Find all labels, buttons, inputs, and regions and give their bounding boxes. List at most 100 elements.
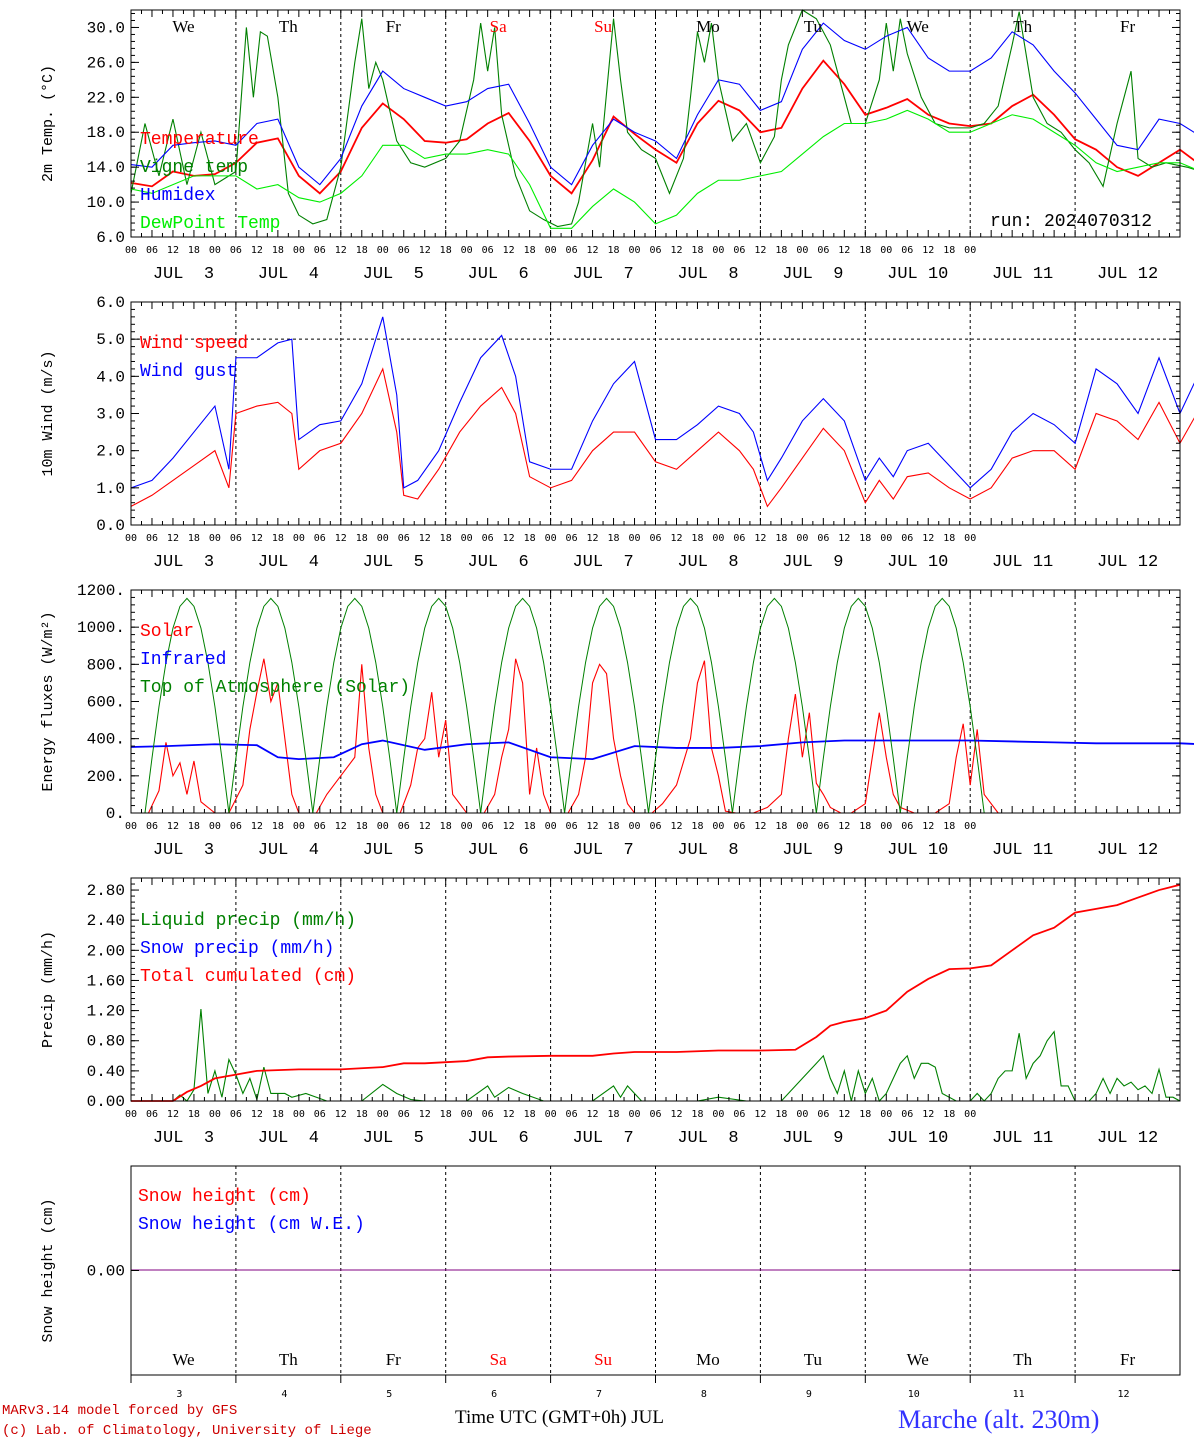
hour-tick-label: 00: [964, 245, 976, 256]
hour-tick-label: 06: [482, 821, 494, 832]
date-label: JUL 3: [153, 841, 214, 860]
y-tick-label: 4.0: [96, 368, 125, 386]
hour-tick-label: 18: [188, 1109, 200, 1120]
hour-tick-label: 18: [691, 533, 703, 544]
hour-tick-label: 18: [943, 1109, 955, 1120]
hour-tick-label: 00: [209, 533, 221, 544]
day-name-top: Fr: [1120, 17, 1135, 36]
day-number: 12: [1118, 1389, 1130, 1400]
hour-tick-label: 00: [461, 245, 473, 256]
hour-tick-label: 06: [230, 245, 242, 256]
y-tick-label: 0.80: [87, 1033, 125, 1051]
y-axis-title-snow: Snow height (cm): [40, 1198, 57, 1342]
date-label: JUL 11: [992, 553, 1053, 572]
hour-tick-label: 00: [964, 821, 976, 832]
hour-tick-label: 12: [419, 533, 431, 544]
legend-entry: Snow height (cm W.E.): [138, 1215, 365, 1235]
legend-entry: Snow height (cm): [138, 1187, 311, 1207]
x-axis-title: Time UTC (GMT+0h) JUL: [455, 1407, 664, 1428]
hour-tick-label: 00: [461, 1109, 473, 1120]
hour-tick-label: 18: [356, 245, 368, 256]
hour-tick-label: 12: [670, 245, 682, 256]
y-axis-title-precip: Precip (mm/h): [40, 931, 57, 1048]
y-tick-label: 2.00: [87, 942, 125, 960]
series-line-toa-solar: [815, 597, 901, 814]
hour-tick-label: 00: [293, 533, 305, 544]
day-number: 10: [908, 1389, 920, 1400]
date-label: JUL 8: [677, 265, 738, 284]
hour-tick-label: 06: [482, 245, 494, 256]
y-axis-title-wind: 10m Wind (m/s): [40, 350, 57, 476]
day-name-bottom: Th: [1013, 1350, 1032, 1369]
hour-tick-label: 18: [272, 245, 284, 256]
hour-tick-label: 06: [817, 533, 829, 544]
day-name-bottom: Fr: [1120, 1350, 1135, 1369]
legend-entry: Vigne temp: [140, 158, 248, 178]
legend-entry: Wind gust: [140, 362, 237, 382]
y-tick-label: 1000.: [77, 619, 125, 637]
hour-tick-label: 00: [964, 1109, 976, 1120]
date-label: JUL 4: [258, 1129, 319, 1148]
hour-tick-label: 06: [314, 1109, 326, 1120]
hour-tick-label: 06: [817, 1109, 829, 1120]
hour-tick-label: 12: [838, 245, 850, 256]
hour-tick-label: 18: [859, 821, 871, 832]
series-line-total-cumulated-cm: [131, 883, 1181, 1102]
hour-tick-label: 12: [251, 821, 263, 832]
day-number: 4: [281, 1389, 287, 1400]
date-label: JUL 9: [782, 841, 843, 860]
hour-tick-label: 00: [125, 245, 137, 256]
hour-tick-label: 12: [670, 533, 682, 544]
hour-tick-label: 06: [649, 533, 661, 544]
hour-tick-label: 06: [733, 245, 745, 256]
date-label: JUL 6: [468, 1129, 529, 1148]
hour-tick-label: 18: [691, 245, 703, 256]
date-label: JUL 10: [887, 1129, 948, 1148]
hour-tick-label: 12: [419, 245, 431, 256]
hour-tick-label: 00: [125, 1109, 137, 1120]
date-label: JUL 10: [887, 841, 948, 860]
date-label: JUL 8: [677, 553, 738, 572]
hour-tick-label: 06: [649, 821, 661, 832]
hour-tick-label: 12: [167, 821, 179, 832]
hour-tick-label: 12: [251, 245, 263, 256]
legend-entry: Snow precip (mm/h): [140, 939, 334, 959]
hour-tick-label: 06: [230, 821, 242, 832]
y-tick-label: 2.80: [87, 882, 125, 900]
hour-tick-label: 18: [691, 1109, 703, 1120]
series-line-liquid-precip-mm-h: [131, 1009, 1181, 1103]
hour-tick-label: 00: [880, 821, 892, 832]
hour-tick-label: 12: [251, 1109, 263, 1120]
hour-tick-label: 00: [964, 533, 976, 544]
series-line-humidex: [130, 22, 1194, 186]
y-tick-label: 1.20: [87, 1003, 125, 1021]
date-label: JUL 9: [782, 265, 843, 284]
date-label: JUL 12: [1097, 265, 1158, 284]
hour-tick-label: 00: [712, 821, 724, 832]
y-tick-label: 5.0: [96, 331, 125, 349]
hour-tick-label: 06: [230, 533, 242, 544]
hour-tick-label: 12: [503, 821, 515, 832]
day-name-bottom: Tu: [804, 1350, 823, 1369]
hour-tick-label: 06: [146, 1109, 158, 1120]
series-line-toa-solar: [480, 597, 566, 814]
footer-model: MARv3.14 model forced by GFS: [2, 1403, 237, 1419]
hour-tick-label: 06: [649, 245, 661, 256]
hour-tick-label: 18: [440, 533, 452, 544]
hour-tick-label: 12: [335, 1109, 347, 1120]
hour-tick-label: 12: [754, 1109, 766, 1120]
hour-tick-label: 18: [524, 821, 536, 832]
hour-tick-label: 06: [398, 1109, 410, 1120]
legend-entry: Solar: [140, 622, 194, 642]
day-name-bottom: Su: [594, 1350, 612, 1369]
day-name-bottom: We: [172, 1350, 194, 1369]
hour-tick-label: 00: [461, 533, 473, 544]
hour-tick-label: 12: [587, 533, 599, 544]
y-tick-label: 400.: [87, 731, 125, 749]
y-tick-label: 200.: [87, 768, 125, 786]
date-label: JUL 3: [153, 553, 214, 572]
y-tick-label: 0.0: [96, 517, 125, 535]
hour-tick-label: 00: [545, 1109, 557, 1120]
date-label: JUL 9: [782, 1129, 843, 1148]
day-name-top: Th: [1013, 17, 1032, 36]
